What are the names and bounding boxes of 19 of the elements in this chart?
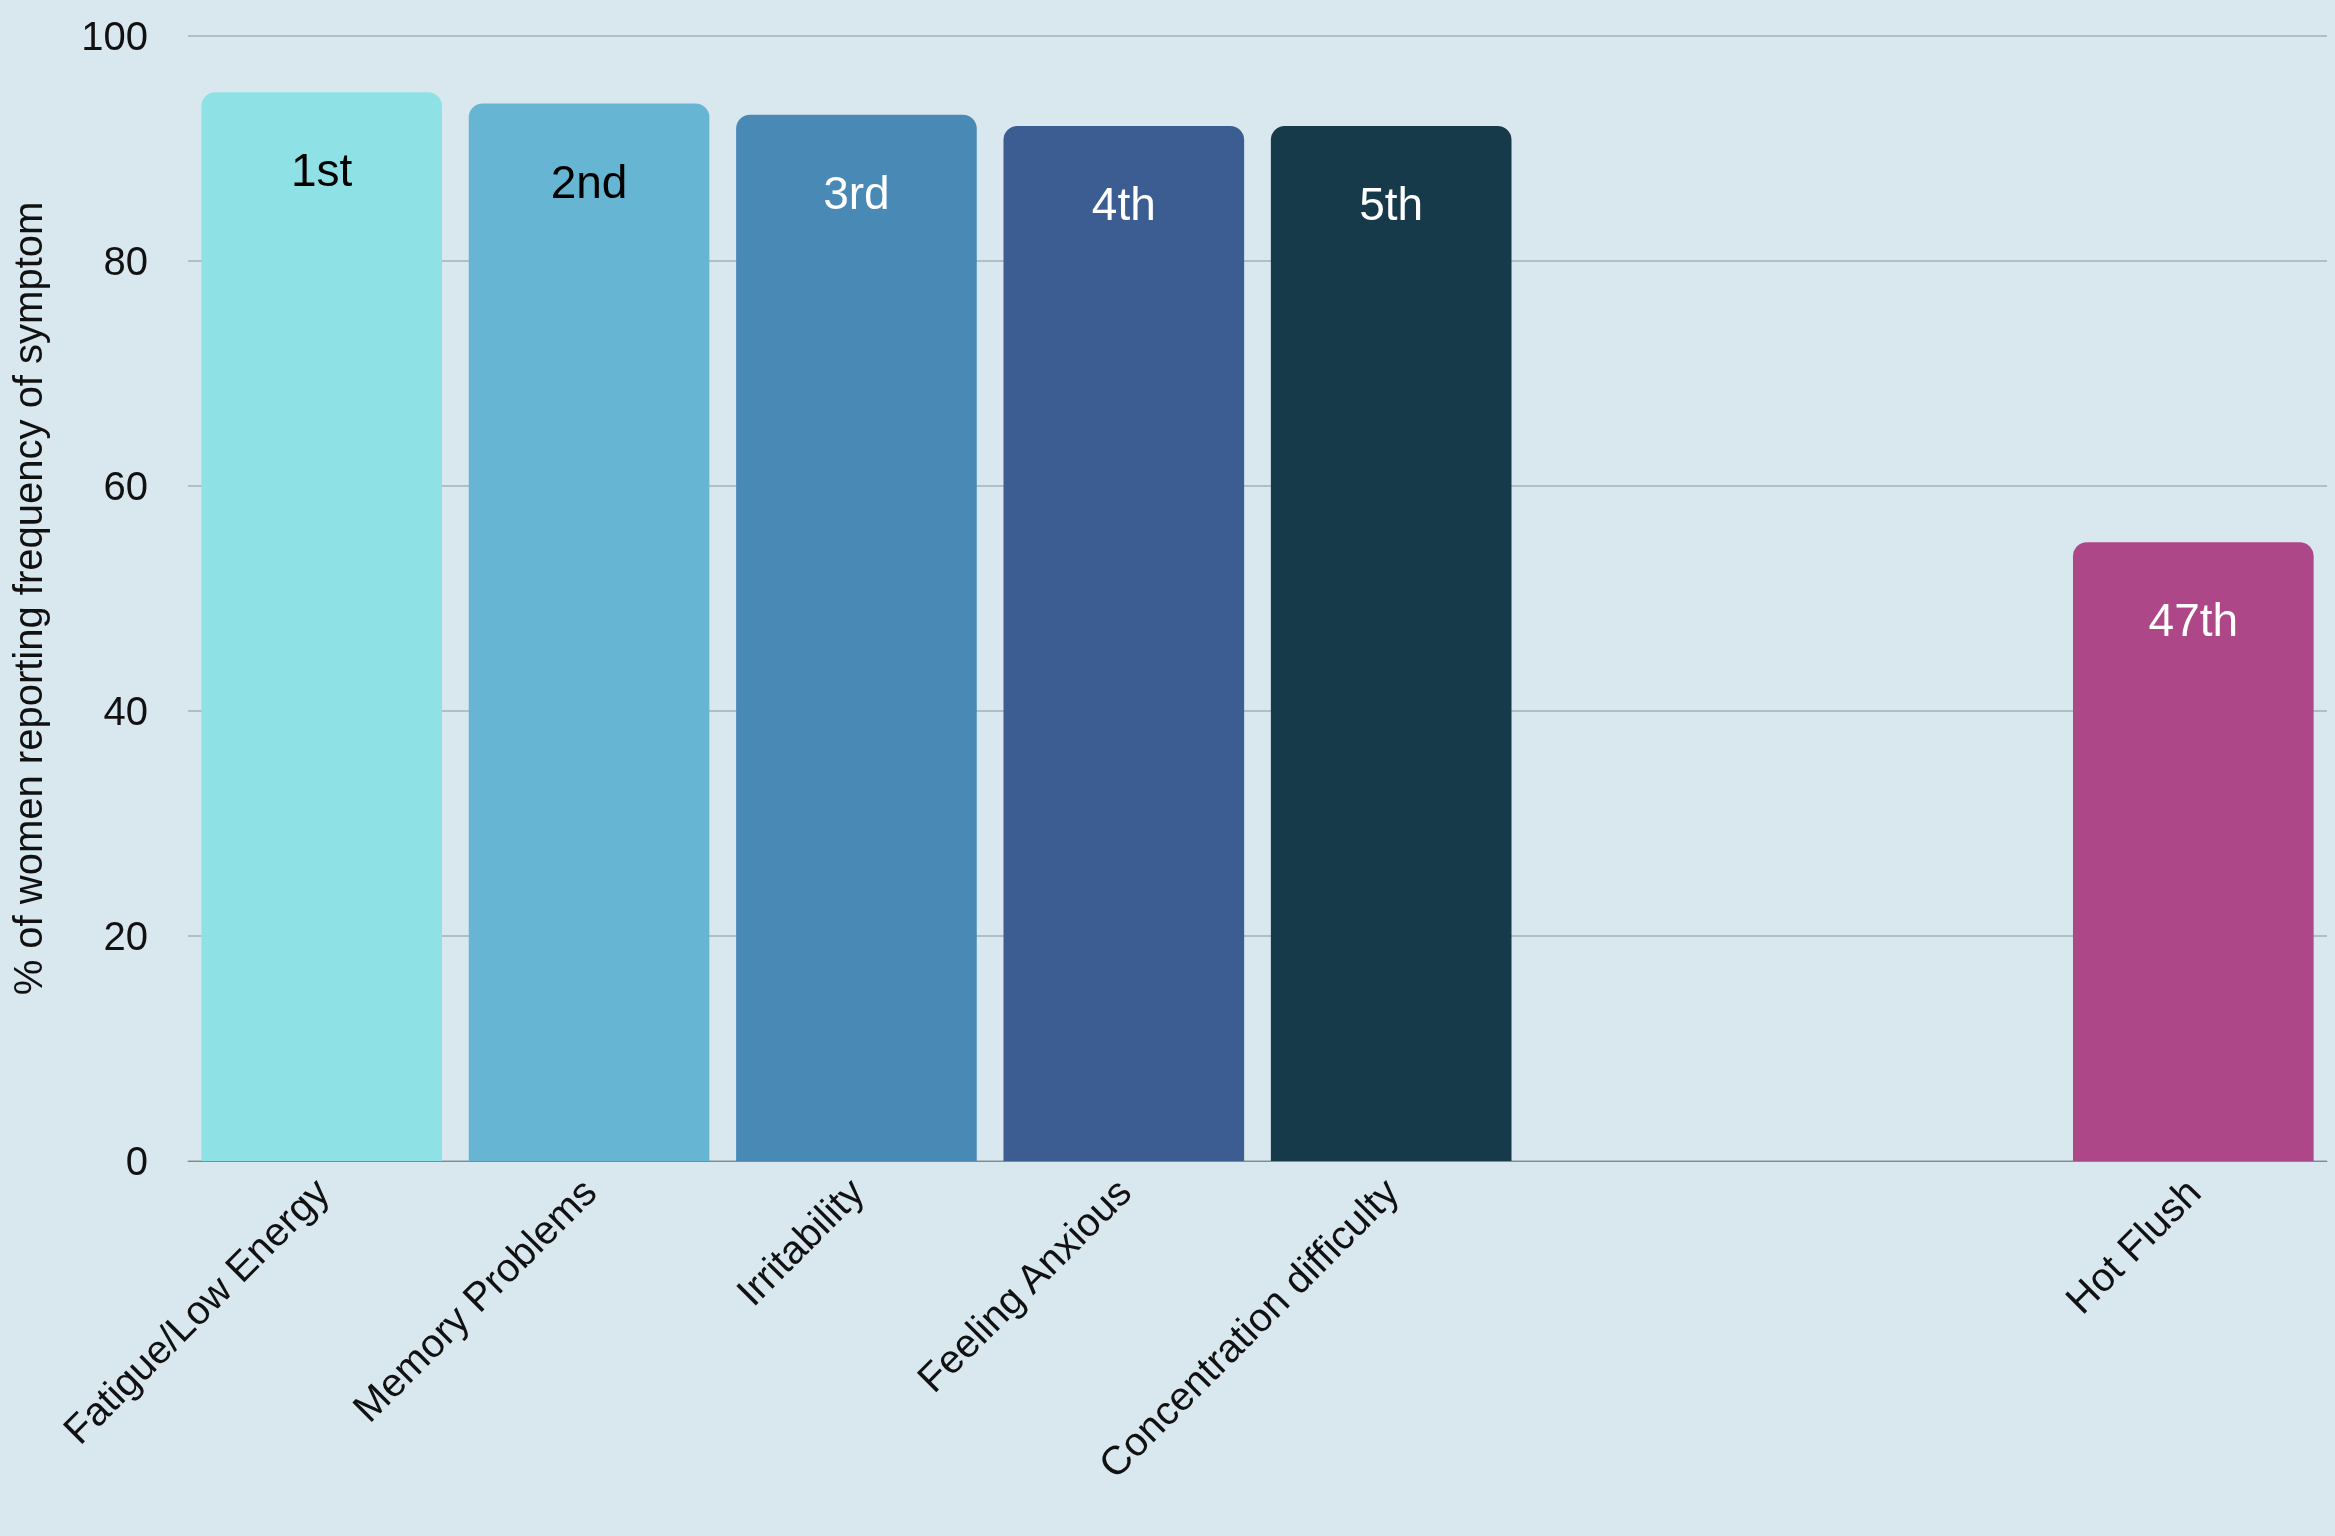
bar <box>2072 542 2314 1161</box>
annotation: 47th <box>2148 594 2239 647</box>
y-axis-title: % of women reporting frequency of symptom <box>6 201 50 996</box>
y-tick-label: 20 <box>103 914 148 958</box>
annotation: 1st <box>291 144 353 197</box>
annotation: 2nd <box>550 155 628 208</box>
bar <box>201 92 443 1161</box>
annotation: 3rd <box>823 166 890 219</box>
bar <box>736 114 977 1161</box>
annotation: 4th <box>1091 178 1156 230</box>
annotation: 5th <box>1359 178 1424 230</box>
bar <box>1270 126 1512 1161</box>
bar <box>1003 126 1245 1161</box>
y-tick-label: 0 <box>125 1139 148 1183</box>
y-tick-label: 40 <box>103 689 148 733</box>
y-tick-label: 100 <box>81 14 148 58</box>
bar <box>468 103 710 1161</box>
y-tick-label: 60 <box>103 464 148 508</box>
y-tick-label: 80 <box>103 239 148 283</box>
